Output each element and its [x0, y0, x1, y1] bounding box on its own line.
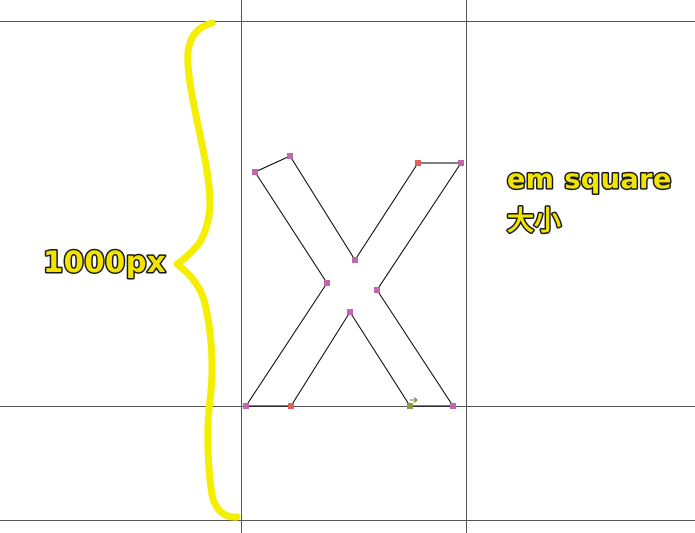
control-point[interactable] — [287, 153, 293, 159]
height-label: 1000px — [43, 245, 166, 279]
glyph-outline-x[interactable] — [245, 155, 462, 407]
curly-brace-icon — [173, 19, 241, 521]
glyph-control-points — [243, 153, 464, 409]
control-point[interactable] — [374, 287, 380, 293]
control-point[interactable] — [458, 160, 464, 166]
control-point[interactable] — [352, 257, 358, 263]
control-point[interactable] — [288, 403, 294, 409]
direction-arrow-icon — [410, 397, 418, 403]
control-point[interactable] — [243, 403, 249, 409]
control-point[interactable] — [252, 169, 258, 175]
control-point-start[interactable] — [407, 403, 413, 409]
control-point[interactable] — [450, 403, 456, 409]
control-point[interactable] — [347, 309, 353, 315]
em-square-label: em square — [507, 164, 672, 195]
control-point[interactable] — [415, 160, 421, 166]
size-label: 大小 — [507, 206, 561, 237]
control-point[interactable] — [324, 280, 330, 286]
